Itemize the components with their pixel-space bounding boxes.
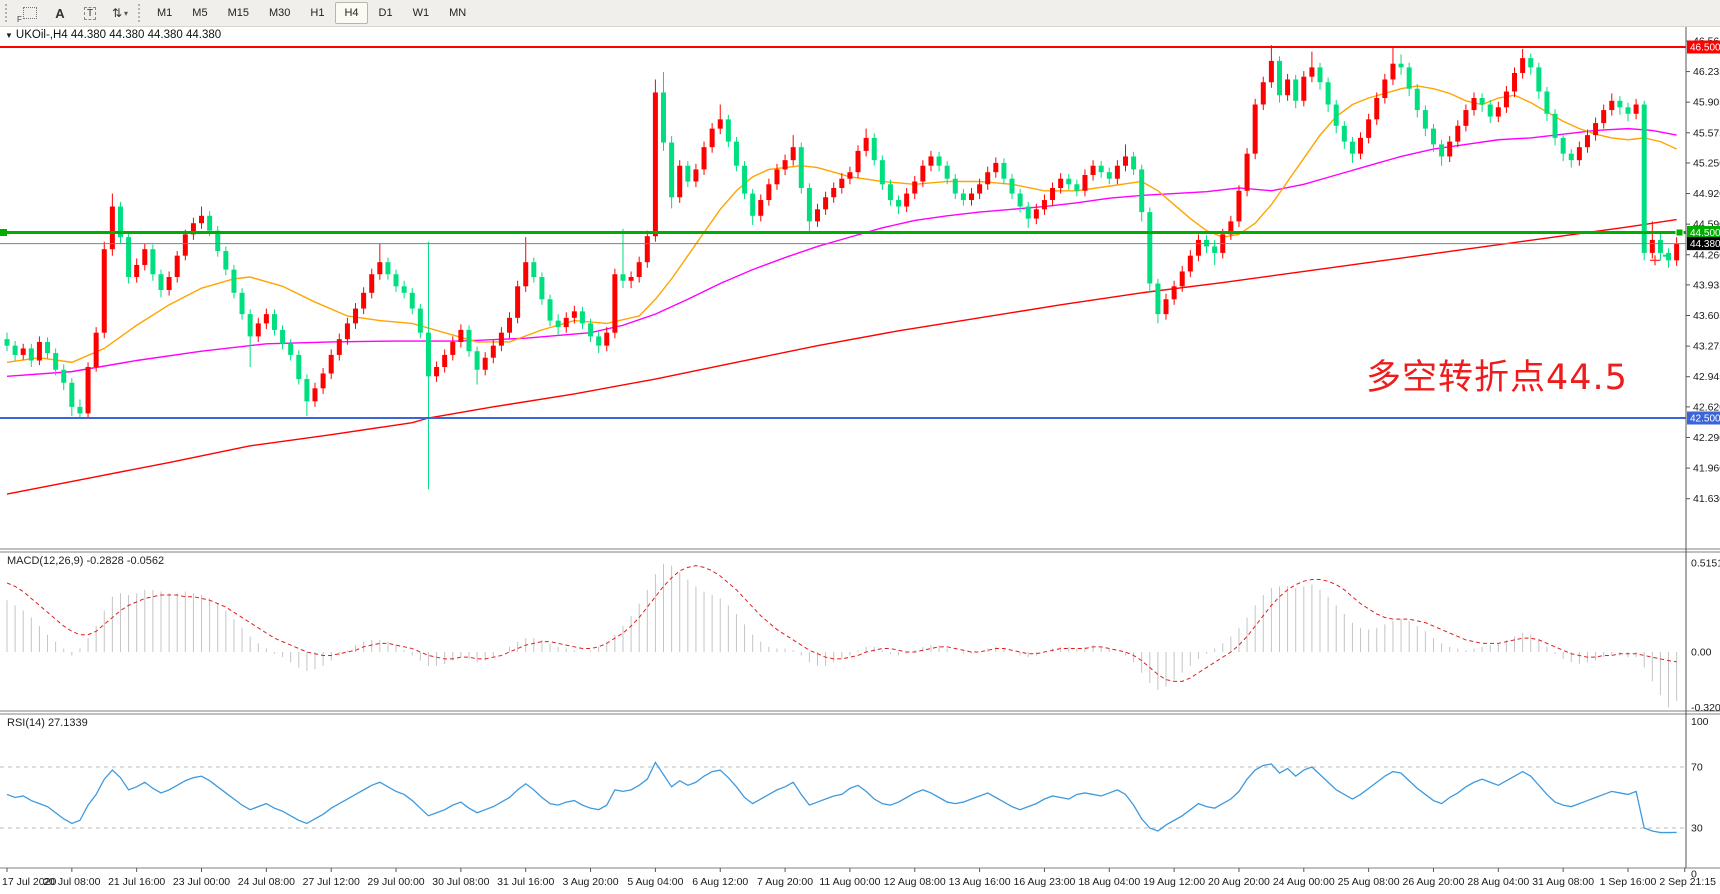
price-tick-label: 41.960 (1693, 463, 1720, 475)
price-axis[interactable]: 46.56546.23545.90545.57545.25044.92044.5… (1686, 35, 1720, 505)
date-tick-label: 31 Aug 08:00 (1532, 876, 1594, 888)
price-tick-label: 43.935 (1693, 279, 1720, 291)
date-tick-label: 13 Aug 16:00 (949, 876, 1011, 888)
date-tick-label: 3 Aug 20:00 (563, 876, 619, 888)
price-label-box-46.500 (1687, 40, 1720, 54)
date-tick-label: 19 Aug 12:00 (1143, 876, 1205, 888)
price-label-text: 44.380 (1690, 239, 1720, 250)
price-label-box-44.380 (1687, 237, 1720, 251)
date-tick-label: 2 Sep 21:15 (1659, 876, 1716, 888)
price-tick-label: 41.630 (1693, 493, 1720, 505)
macd-tick-label: 0.00 (1691, 647, 1712, 659)
timeframe-button-h4[interactable]: H4 (335, 2, 368, 24)
price-tick-label: 42.945 (1693, 371, 1720, 383)
timeframe-button-d1[interactable]: D1 (378, 7, 393, 19)
ma-magenta-medium (6, 127, 1677, 377)
date-tick-label: 24 Jul 08:00 (238, 876, 295, 888)
date-tick-label: 12 Aug 08:00 (884, 876, 946, 888)
price-tick-label: 45.250 (1693, 157, 1720, 169)
ma-red-slow (6, 218, 1677, 495)
rsi-level-lines (0, 766, 1686, 829)
timeframe-button-mn[interactable]: MN (449, 7, 467, 19)
candlesticks (4, 45, 1680, 490)
date-tick-label: 28 Aug 04:00 (1467, 876, 1529, 888)
price-tick-label: 45.575 (1693, 127, 1720, 139)
timeframe-button-m5[interactable]: M5 (192, 7, 208, 19)
last-price-cross-icon (1650, 255, 1660, 266)
macd-tick-label: -0.3207 (1691, 702, 1720, 714)
price-tick-label: 45.905 (1693, 97, 1720, 109)
price-tick-label: 46.235 (1693, 66, 1720, 78)
date-tick-label: 16 Aug 23:00 (1013, 876, 1075, 888)
toolbar: F A T ⇅ ▾ M1 M5 M15 M30 H1 H4 D1 W1 MN (0, 0, 1720, 27)
rsi-tick-label: 70 (1691, 762, 1703, 774)
date-tick-label: 17 Jul 2020 (2, 876, 56, 888)
macd-histogram (6, 563, 1678, 708)
letter-t-icon: T (83, 6, 97, 20)
date-tick-label: 11 Aug 00:00 (819, 876, 880, 888)
date-tick-label: 23 Jul 00:00 (173, 876, 230, 888)
macd-signal-line (6, 565, 1677, 682)
rsi-line (6, 761, 1677, 834)
price-label-text: 46.500 (1690, 43, 1720, 54)
price-label-text: 42.500 (1690, 414, 1720, 425)
toolbar-grip-handle[interactable] (5, 4, 10, 22)
green-line-left-handle[interactable] (0, 229, 7, 236)
date-tick-label: 21 Jul 16:00 (108, 876, 165, 888)
price-tick-label: 43.605 (1693, 310, 1720, 322)
price-label-text: 44.500 (1690, 228, 1720, 239)
toolbar-grip-handle-2[interactable] (138, 4, 143, 22)
price-tick-label: 42.620 (1693, 401, 1720, 413)
objects-tool-button[interactable]: ⇅ ▾ (105, 1, 135, 25)
timeframe-button-m30[interactable]: M30 (268, 7, 291, 19)
price-tick-label: 43.275 (1693, 341, 1720, 353)
date-tick-label: 29 Jul 00:00 (367, 876, 424, 888)
chart-grid-tool-button[interactable]: F (15, 1, 45, 25)
price-chart-canvas[interactable]: 46.56546.23545.90545.57545.25044.92044.5… (0, 27, 1720, 894)
date-tick-label: 31 Jul 16:00 (497, 876, 554, 888)
rsi-tick-label: 0 (1691, 868, 1697, 880)
text-box-tool-button[interactable]: T (75, 1, 105, 25)
date-tick-label: 27 Jul 12:00 (303, 876, 360, 888)
date-tick-label: 18 Aug 04:00 (1078, 876, 1140, 888)
chart-area: 46.56546.23545.90545.57545.25044.92044.5… (0, 27, 1720, 894)
price-label-box-42.500 (1687, 411, 1720, 425)
arrows-icon: ⇅ (111, 6, 123, 20)
price-tick-label: 44.920 (1693, 188, 1720, 200)
timeframe-button-h1[interactable]: H1 (310, 7, 325, 19)
chevron-down-icon: ▾ (124, 8, 129, 18)
date-tick-label: 6 Aug 12:00 (692, 876, 748, 888)
price-tick-label: 42.290 (1693, 432, 1720, 444)
date-tick-label: 26 Aug 20:00 (1403, 876, 1465, 888)
date-tick-label: 1 Sep 16:00 (1600, 876, 1657, 888)
letter-a-icon: A (55, 5, 65, 21)
text-label-tool-button[interactable]: A (45, 1, 75, 25)
rsi-tick-label: 100 (1691, 716, 1709, 728)
green-line-right-handle[interactable] (1675, 228, 1684, 237)
timeframe-button-w1[interactable]: W1 (412, 7, 430, 19)
date-tick-label: 20 Aug 20:00 (1208, 876, 1270, 888)
date-tick-label: 30 Jul 08:00 (432, 876, 489, 888)
price-tick-label: 44.260 (1693, 249, 1720, 261)
date-tick-label: 5 Aug 04:00 (627, 876, 683, 888)
price-label-box-44.500 (1687, 226, 1720, 239)
macd-tick-label: 0.5151 (1691, 558, 1720, 570)
date-tick-label: 7 Aug 20:00 (757, 876, 813, 888)
grid-f-label: F (17, 15, 22, 24)
date-tick-label: 24 Aug 00:00 (1273, 876, 1335, 888)
timeframe-button-m1[interactable]: M1 (157, 7, 173, 19)
date-tick-label: 20 Jul 08:00 (43, 876, 100, 888)
timeframe-button-m15[interactable]: M15 (227, 7, 249, 19)
grid-icon (23, 7, 37, 19)
date-tick-label: 25 Aug 08:00 (1338, 876, 1400, 888)
rsi-tick-label: 30 (1691, 823, 1703, 835)
